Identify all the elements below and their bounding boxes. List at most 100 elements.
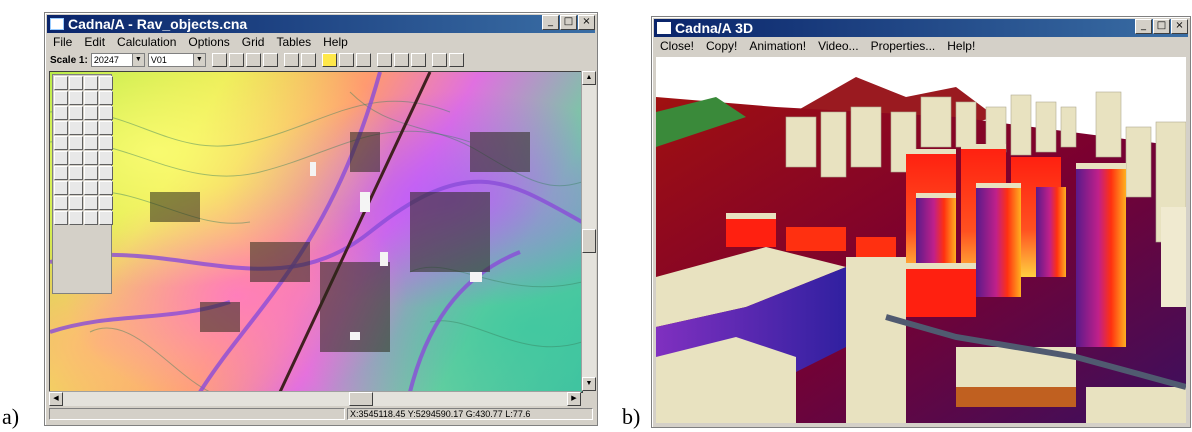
scale-label: Scale 1: [50,54,88,66]
menu-options[interactable]: Options [188,35,230,49]
grid-points-icon[interactable] [69,151,83,165]
menu-help[interactable]: Help [323,35,348,49]
blank-tool-icon[interactable] [99,121,113,135]
app-icon [50,18,64,30]
chart-icon[interactable] [99,196,113,210]
print-icon[interactable] [245,53,261,67]
save-icon[interactable] [228,53,244,67]
receiver-icon[interactable] [54,121,68,135]
circle-icon[interactable] [54,166,68,180]
tool-icon[interactable] [99,91,113,105]
maximize-icon[interactable]: □ [560,15,577,30]
close-icon[interactable]: × [578,15,595,30]
menu-help-3d[interactable]: Help! [947,39,976,53]
maximize-icon[interactable]: □ [1153,19,1170,34]
area-source-icon[interactable] [84,91,98,105]
menu-tables[interactable]: Tables [276,35,312,49]
help-context-icon[interactable] [431,53,447,67]
tool2-icon[interactable] [84,166,98,180]
3d-scene[interactable] [656,57,1186,423]
white-buildings [310,162,482,340]
double-arrow-icon[interactable] [54,181,68,195]
titlebar-a[interactable]: Cadna/A - Rav_objects.cna [47,15,595,33]
bridge-icon[interactable] [99,136,113,150]
building-icon[interactable] [69,121,83,135]
menu-calculation[interactable]: Calculation [117,35,177,49]
scroll-left-icon[interactable]: ◀ [49,392,63,406]
foliage-icon[interactable] [84,151,98,165]
image-icon[interactable] [54,196,68,210]
menu-animation[interactable]: Animation! [749,39,807,53]
zoom-icon[interactable] [69,76,83,90]
insert-icon[interactable] [376,53,392,67]
rail-icon[interactable] [99,106,113,120]
railway [278,72,432,392]
zoom-in-icon[interactable] [84,76,98,90]
k-icon[interactable] [84,121,98,135]
open-icon[interactable] [211,53,227,67]
menu-video[interactable]: Video... [818,39,859,53]
menu-edit[interactable]: Edit [84,35,106,49]
layers-icon[interactable] [410,53,426,67]
box-icon[interactable] [84,211,98,225]
symbol-icon[interactable] [69,196,83,210]
left-long-block [656,337,796,423]
tool3-icon[interactable] [99,166,113,180]
layer-combo[interactable]: V01 ▼ [147,53,206,67]
chevron-down-icon[interactable]: ▼ [131,54,144,66]
scroll-up-icon[interactable]: ▲ [582,71,596,85]
scroll-down-icon[interactable]: ▼ [582,377,596,391]
line-source-icon[interactable] [69,91,83,105]
pointer-icon[interactable] [54,76,68,90]
cylinder-icon[interactable] [84,136,98,150]
scroll-right-icon[interactable]: ▶ [567,392,581,406]
dots-icon[interactable] [54,151,68,165]
horizontal-scroll-thumb[interactable] [349,392,373,406]
parking-icon[interactable] [84,106,98,120]
text-icon[interactable] [84,196,98,210]
help-icon[interactable] [448,53,464,67]
menu-grid[interactable]: Grid [241,35,265,49]
table-icon[interactable] [338,53,354,67]
front-right-block [1086,387,1186,423]
menu-file[interactable]: File [53,35,73,49]
close-icon[interactable]: × [1171,19,1188,34]
frame-icon[interactable] [84,181,98,195]
copy-icon[interactable] [283,53,299,67]
gear-icon[interactable] [69,181,83,195]
vertical-scroll-thumb[interactable] [582,229,596,253]
barrier-icon[interactable] [54,136,68,150]
horizontal-scrollbar[interactable]: ◀ ▶ [49,391,581,406]
right-edge-building [1161,207,1186,307]
toolbar-a: Scale 1: 20247 ▼ V01 ▼ [47,51,595,69]
minimize-icon[interactable]: _ [1135,19,1152,34]
noise-map-2d[interactable] [49,71,583,393]
signal-icon[interactable] [69,106,83,120]
search-icon[interactable] [54,211,68,225]
arrow-icon[interactable] [262,53,278,67]
menu-copy[interactable]: Copy! [706,39,738,53]
map-icon[interactable] [355,53,371,67]
calc-icon[interactable] [300,53,316,67]
menu-close[interactable]: Close! [660,39,695,53]
list-icon[interactable] [99,181,113,195]
grid-icon[interactable] [321,53,337,67]
menu-properties[interactable]: Properties... [870,39,936,53]
titlebar-b[interactable]: Cadna/A 3D [654,19,1188,37]
scale-value: 20247 [93,55,119,65]
panel-label-b: b) [622,404,641,429]
embankment-icon[interactable] [69,136,83,150]
chevron-down-icon[interactable]: ▼ [192,54,205,66]
wind-icon[interactable] [99,151,113,165]
leaf-icon[interactable] [69,166,83,180]
vertical-scrollbar[interactable]: ▲ ▼ [581,71,596,391]
zoom-out-icon[interactable] [99,76,113,90]
blank2-icon[interactable] [99,211,113,225]
scale-combo[interactable]: 20247 ▼ [90,53,145,67]
panel-label-a: a) [2,404,20,429]
road-icon[interactable] [54,106,68,120]
figure-icon[interactable] [69,211,83,225]
blank-icon[interactable] [393,53,409,67]
minimize-icon[interactable]: _ [542,15,559,30]
point-source-icon[interactable] [54,91,68,105]
